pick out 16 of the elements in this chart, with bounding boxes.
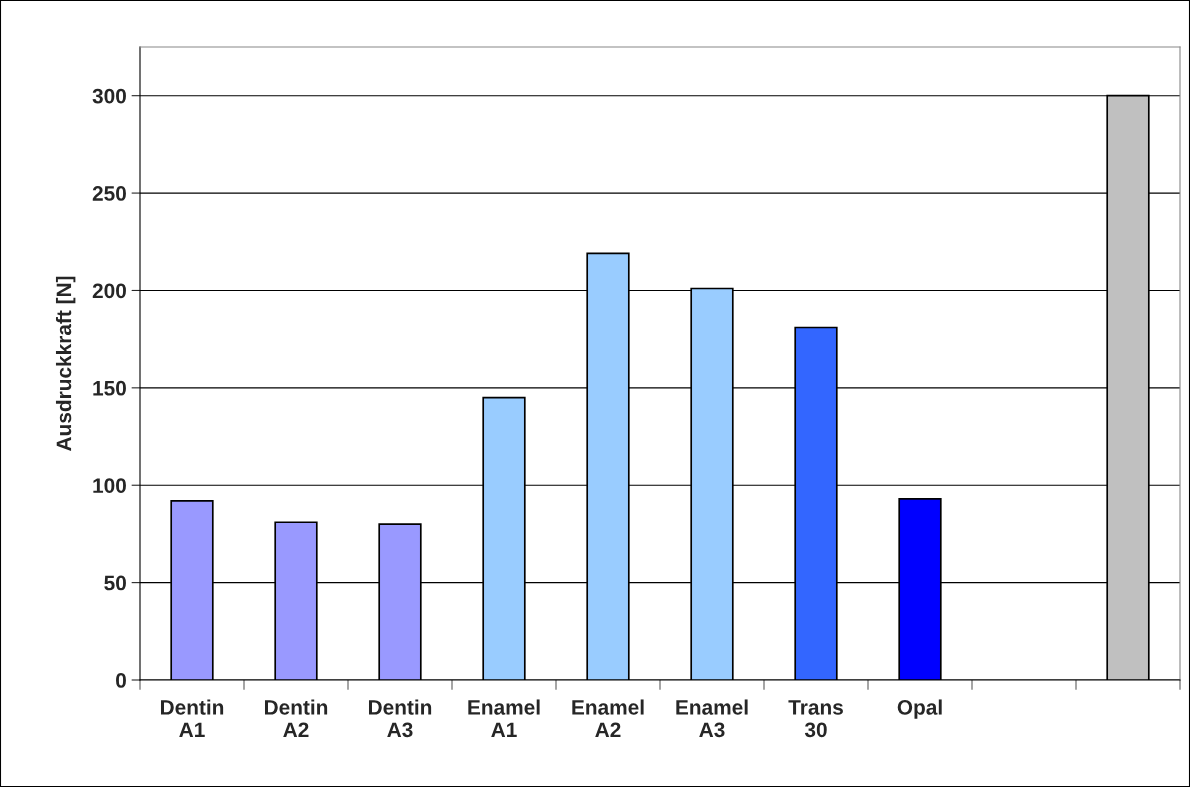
x-tick-label: Enamel A1 [468,699,540,737]
y-tick-label: 300 [92,88,126,104]
x-tick-label: Enamel A3 [676,699,748,738]
y-axis-title: Ausdruckkraft [N] [55,276,76,451]
x-tick-label: Dentin A3 [368,699,432,738]
y-tick-label: 200 [92,283,126,299]
y-tick-label: 250 [92,186,126,201]
y-tick-label: 0 [116,673,126,688]
x-tick-label: Dentin A1 [160,699,224,737]
x-tick-label: Opal [897,699,942,719]
x-tick-label: Dentin A2 [264,699,328,737]
y-tick-label: 50 [104,575,126,591]
y-tick-label: 100 [93,478,126,493]
y-tick-label: 150 [93,380,126,396]
x-tick-label: Enamel A2 [572,699,644,737]
x-tick-label: Trans 30 [788,700,843,738]
